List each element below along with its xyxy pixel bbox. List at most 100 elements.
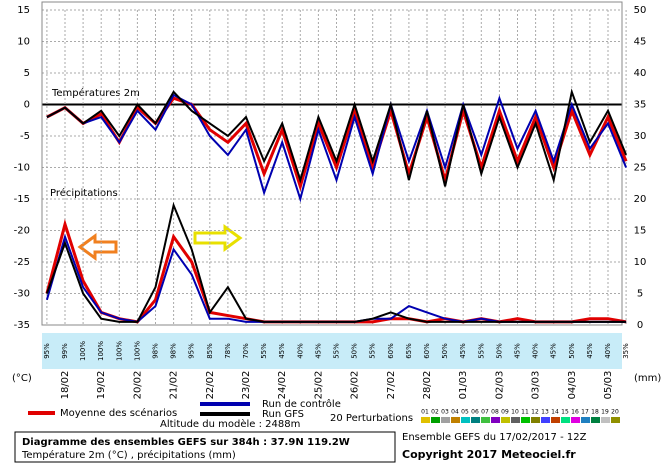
perturbation-swatch bbox=[451, 417, 460, 423]
probability-label: 70% bbox=[242, 343, 250, 359]
perturbation-swatch bbox=[511, 417, 520, 423]
series-line bbox=[46, 96, 628, 192]
perturbation-number: 05 bbox=[461, 409, 469, 416]
perturbation-number: 06 bbox=[471, 409, 479, 416]
perturbation-swatch bbox=[441, 417, 450, 423]
probability-label: 35% bbox=[622, 343, 630, 359]
perturbation-swatch bbox=[601, 417, 610, 423]
probability-label: 99% bbox=[61, 343, 69, 359]
x-tick-label: 04/03 bbox=[567, 371, 578, 400]
arrow bbox=[77, 233, 118, 261]
probability-label: 100% bbox=[79, 341, 87, 361]
x-tick-label: 27/02 bbox=[386, 371, 397, 400]
legend-label: Run de contrôle bbox=[262, 398, 341, 410]
perturbation-swatch bbox=[581, 417, 590, 423]
perturbation-number: 09 bbox=[501, 409, 509, 416]
perturbation-number: 03 bbox=[441, 409, 449, 416]
probability-label: 50% bbox=[351, 343, 359, 359]
probability-label: 45% bbox=[586, 343, 594, 359]
probability-label: 95% bbox=[188, 343, 196, 359]
perturbation-swatch bbox=[551, 417, 560, 423]
arrow bbox=[193, 224, 243, 252]
y2-tick-label: 10 bbox=[634, 257, 647, 268]
probability-label: 95% bbox=[43, 343, 51, 359]
x-tick-label: 02/03 bbox=[494, 371, 505, 400]
probability-label: 100% bbox=[115, 341, 123, 361]
plot-frame bbox=[41, 1, 623, 326]
perturbation-number: 18 bbox=[591, 409, 599, 416]
probability-label: 98% bbox=[170, 343, 178, 359]
y2-tick-label: 15 bbox=[634, 226, 647, 237]
x-tick-label: 05/03 bbox=[603, 371, 614, 400]
probability-label: 100% bbox=[97, 341, 105, 361]
y-tick-label: -30 bbox=[14, 289, 30, 300]
y-unit: (°C) bbox=[12, 373, 32, 384]
probability-label: 45% bbox=[514, 343, 522, 359]
footer-title: Diagramme des ensembles GEFS sur 384h : … bbox=[22, 437, 350, 448]
perturbation-number: 08 bbox=[491, 409, 499, 416]
perturbation-swatch bbox=[491, 417, 500, 423]
footer-box bbox=[14, 431, 396, 463]
perturbation-swatch bbox=[611, 417, 620, 423]
annotation: Températures 2m bbox=[51, 87, 140, 99]
perturbation-swatch bbox=[571, 417, 580, 423]
x-tick-label: 20/02 bbox=[132, 371, 143, 400]
series-line bbox=[46, 93, 628, 203]
y-tick-label: -20 bbox=[14, 226, 30, 237]
perturbation-swatch bbox=[471, 417, 480, 423]
probability-label: 50% bbox=[495, 343, 503, 359]
probability-label: 50% bbox=[568, 343, 576, 359]
perturbation-number: 13 bbox=[541, 409, 549, 416]
y-tick-label: -5 bbox=[20, 131, 30, 142]
perturbations-label: 20 Perturbations bbox=[330, 413, 413, 424]
y2-tick-label: 25 bbox=[634, 163, 647, 174]
footer-run: Ensemble GEFS du 17/02/2017 - 12Z bbox=[402, 432, 587, 443]
x-tick-label: 19/02 bbox=[96, 371, 107, 400]
probability-label: 65% bbox=[405, 343, 413, 359]
perturbation-number: 02 bbox=[431, 409, 439, 416]
perturbation-number: 12 bbox=[531, 409, 539, 416]
y2-tick-label: 30 bbox=[634, 131, 647, 142]
probability-label: 40% bbox=[296, 343, 304, 359]
y-tick-label: 15 bbox=[17, 5, 30, 16]
x-tick-label: 21/02 bbox=[169, 371, 180, 400]
probability-label: 55% bbox=[369, 343, 377, 359]
probability-label: 55% bbox=[477, 343, 485, 359]
perturbation-number: 11 bbox=[521, 409, 529, 416]
y-tick-label: 5 bbox=[24, 68, 30, 79]
probability-label: 100% bbox=[133, 341, 141, 361]
perturbation-number: 10 bbox=[511, 409, 519, 416]
perturbation-number: 01 bbox=[421, 409, 429, 416]
y2-tick-label: 35 bbox=[634, 100, 647, 111]
legend-label: Run GFS bbox=[262, 409, 304, 420]
perturbation-number: 07 bbox=[481, 409, 489, 416]
probability-label: 60% bbox=[387, 343, 395, 359]
y-tick-label: 10 bbox=[17, 37, 30, 48]
y-tick-label: -35 bbox=[14, 320, 30, 331]
perturbation-swatch bbox=[461, 417, 470, 423]
perturbation-swatch bbox=[481, 417, 490, 423]
y2-tick-label: 5 bbox=[637, 289, 643, 300]
probability-label: 98% bbox=[152, 343, 160, 359]
x-tick-label: 22/02 bbox=[205, 371, 216, 400]
perturbation-number: 20 bbox=[611, 409, 619, 416]
probability-label: 45% bbox=[550, 343, 558, 359]
perturbation-swatch bbox=[521, 417, 530, 423]
x-tick-label: 18/02 bbox=[60, 371, 71, 400]
legend-label: Moyenne des scénarios bbox=[60, 407, 177, 419]
perturbation-number: 17 bbox=[581, 409, 589, 416]
y2-tick-label: 45 bbox=[634, 37, 647, 48]
footer-subtitle: Température 2m (°C) , précipitations (mm… bbox=[21, 449, 236, 461]
y2-tick-label: 40 bbox=[634, 68, 647, 79]
perturbation-swatch bbox=[431, 417, 440, 423]
series-line bbox=[45, 201, 627, 323]
x-tick-label: 03/03 bbox=[531, 371, 542, 400]
x-tick-label: 25/02 bbox=[313, 371, 324, 400]
perturbation-number: 19 bbox=[601, 409, 609, 416]
y-tick-label: -15 bbox=[14, 194, 30, 205]
perturbation-swatch bbox=[531, 417, 540, 423]
footer-altitude: Altitude du modèle : 2488m bbox=[160, 418, 300, 430]
x-tick-label: 24/02 bbox=[277, 371, 288, 400]
perturbation-swatch bbox=[501, 417, 510, 423]
perturbation-swatch bbox=[421, 417, 430, 423]
